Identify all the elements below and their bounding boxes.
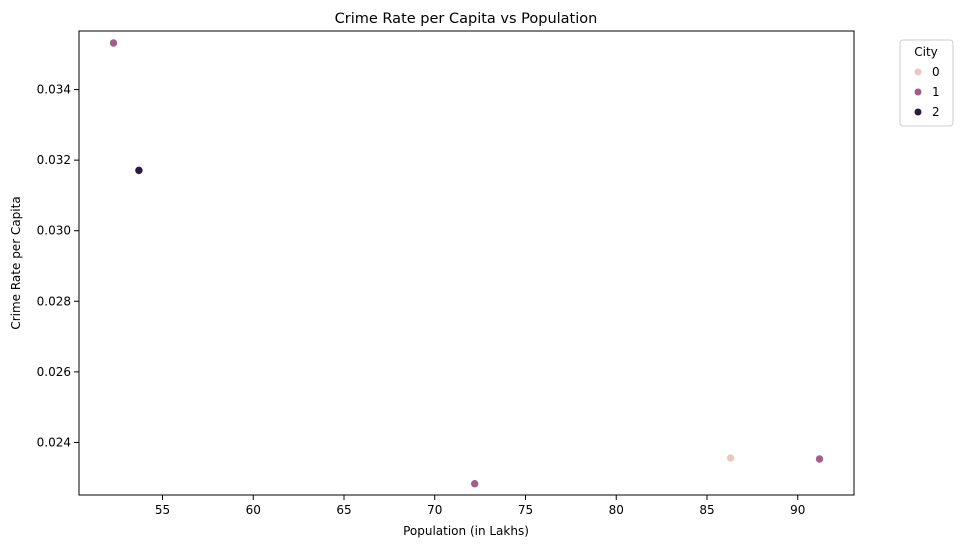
- legend: City 0 1 2: [899, 39, 954, 127]
- plot-area: [78, 30, 855, 496]
- x-axis: 55 60 65 70 75 80 85 90: [155, 495, 805, 517]
- y-axis: 0.024 0.026 0.028 0.030 0.032 0.034: [37, 83, 79, 449]
- legend-frame: [899, 39, 954, 127]
- legend-marker: [914, 88, 922, 96]
- legend-entry-label: 0: [932, 65, 940, 79]
- x-tick-label: 55: [155, 503, 170, 517]
- y-axis-label: Crime Rate per Capita: [9, 196, 23, 329]
- data-point: [726, 453, 735, 463]
- x-tick-label: 80: [609, 503, 624, 517]
- chart-title: Crime Rate per Capita vs Population: [335, 11, 598, 27]
- y-tick-label: 0.026: [37, 365, 71, 379]
- x-axis-label: Population (in Lakhs): [403, 524, 529, 538]
- y-tick-label: 0.032: [37, 153, 71, 167]
- data-point: [109, 38, 118, 48]
- data-point: [815, 454, 824, 464]
- data-point: [470, 479, 479, 489]
- plot-frame: [78, 30, 855, 496]
- y-tick-label: 0.024: [37, 435, 71, 449]
- data-point: [134, 166, 144, 175]
- x-tick-label: 85: [699, 503, 714, 517]
- y-tick-label: 0.028: [37, 294, 71, 308]
- legend-marker: [914, 68, 922, 76]
- legend-entry-label: 1: [932, 85, 940, 99]
- y-tick-label: 0.030: [37, 224, 71, 238]
- legend-marker: [914, 108, 922, 116]
- x-tick-label: 65: [336, 503, 351, 517]
- x-tick-label: 70: [427, 503, 442, 517]
- x-tick-label: 60: [246, 503, 261, 517]
- y-tick-label: 0.034: [37, 83, 71, 97]
- legend-entry-label: 2: [932, 105, 940, 119]
- x-tick-label: 90: [790, 503, 805, 517]
- legend-title: City: [914, 45, 938, 59]
- data-points: [109, 38, 824, 489]
- x-tick-label: 75: [518, 503, 533, 517]
